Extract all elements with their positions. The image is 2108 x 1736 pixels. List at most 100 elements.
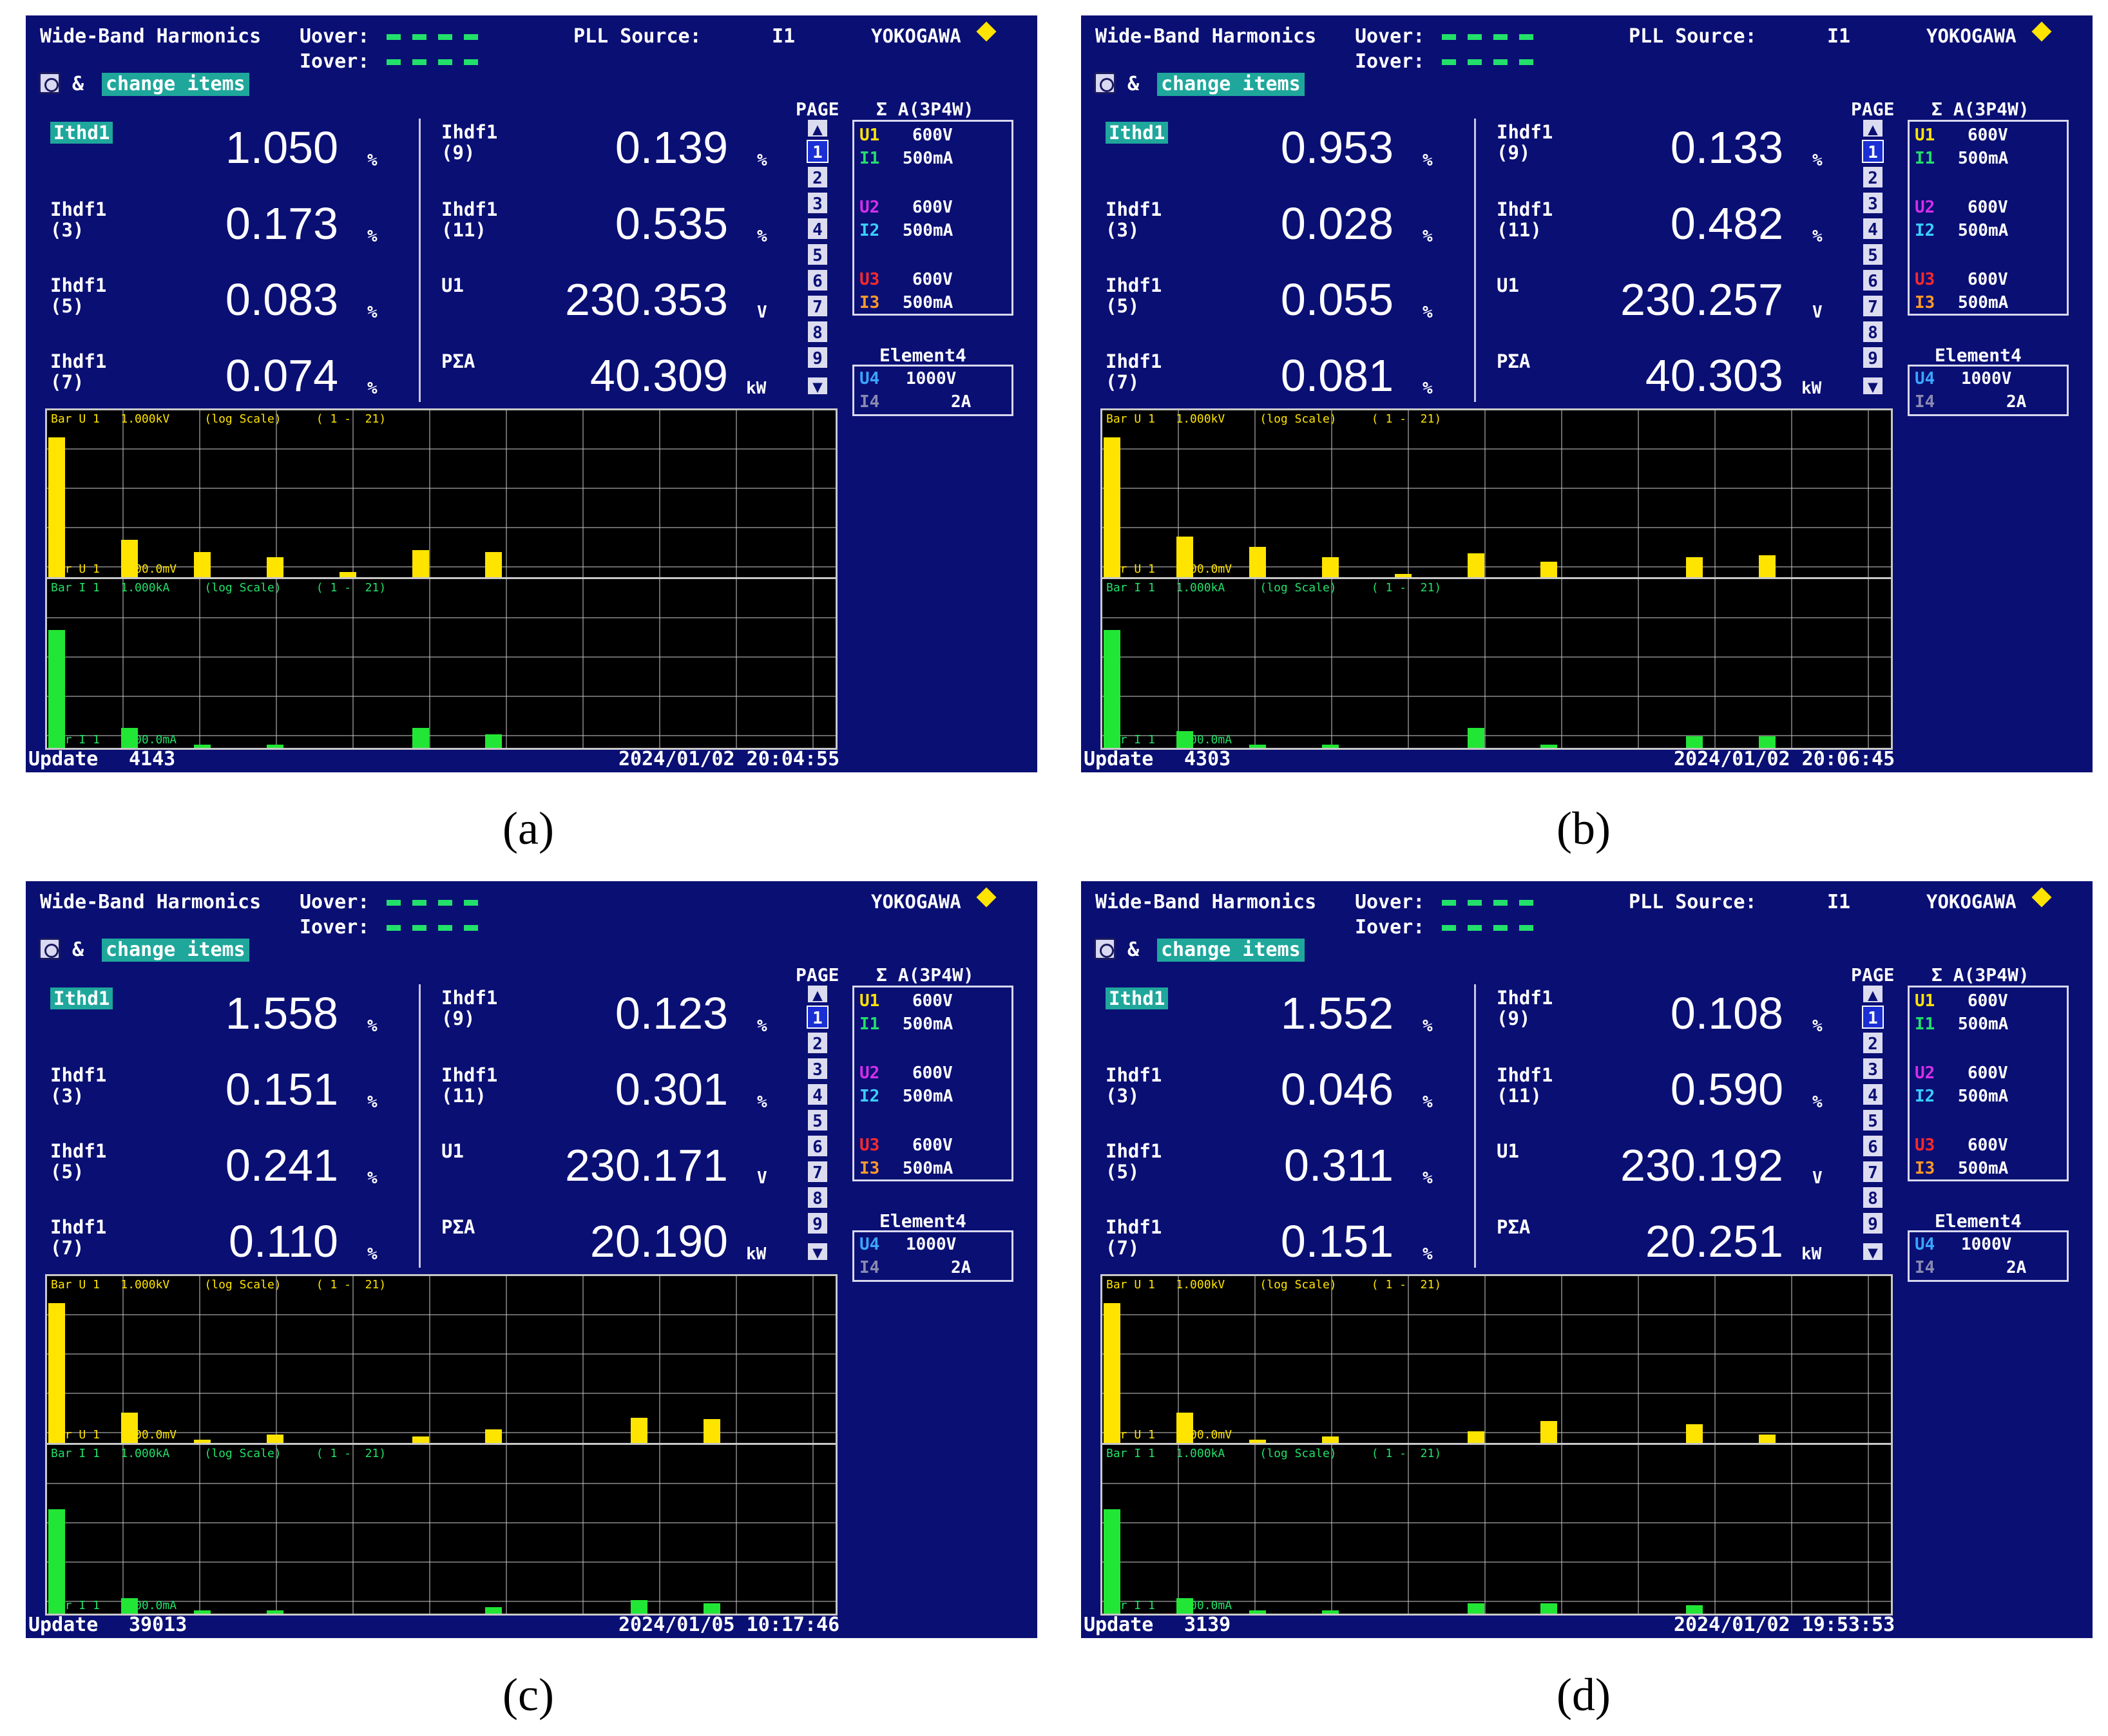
psa-unit: kW <box>746 379 767 398</box>
ihdf3-label: Ihdf1 (3) <box>1106 198 1162 242</box>
page-up-icon[interactable]: ▲ <box>807 119 829 139</box>
pll-source-value: I1 <box>1827 891 1851 913</box>
voltage-harmonic-bar-19 <box>704 1419 720 1443</box>
page-up-icon[interactable]: ▲ <box>1862 984 1884 1005</box>
settings-icon[interactable] <box>39 938 61 960</box>
element4-u-name: U4 <box>859 1235 880 1254</box>
page-button-8[interactable]: 8 <box>1862 320 1884 343</box>
current-harmonic-bar-13 <box>1540 744 1557 748</box>
current-harmonic-bar-11 <box>1468 1603 1484 1614</box>
page-button-3[interactable]: 3 <box>807 1057 829 1080</box>
page-button-2[interactable]: 2 <box>807 166 829 189</box>
page-button-1[interactable]: 1 <box>807 140 829 163</box>
page-button-9[interactable]: 9 <box>807 346 829 369</box>
page-up-icon[interactable]: ▲ <box>807 984 829 1005</box>
page-button-9[interactable]: 9 <box>1862 1212 1884 1235</box>
pll-source-label: PLL Source: <box>1629 891 1757 913</box>
voltage-harmonic-bar-5 <box>1249 546 1266 577</box>
current-harmonic-bar-3 <box>1176 730 1193 748</box>
page-button-1[interactable]: 1 <box>807 1006 829 1029</box>
page-button-2[interactable]: 2 <box>1862 166 1884 189</box>
page-button-4[interactable]: 4 <box>1862 1083 1884 1106</box>
page-button-9[interactable]: 9 <box>1862 346 1884 369</box>
page-button-7[interactable]: 7 <box>1862 1160 1884 1183</box>
change-items-button[interactable]: change items <box>1157 73 1305 96</box>
page-button-4[interactable]: 4 <box>807 217 829 240</box>
page-button-5[interactable]: 5 <box>1862 243 1884 266</box>
page-button-5[interactable]: 5 <box>1862 1109 1884 1132</box>
page-down-icon[interactable]: ▼ <box>807 376 829 397</box>
page-button-8[interactable]: 8 <box>1862 1186 1884 1209</box>
voltage-harmonic-bar-7 <box>1322 1436 1339 1443</box>
ihdf9-value: 0.133 <box>1670 122 1783 173</box>
range-u-name: U2 <box>859 1064 880 1083</box>
change-prefix: & <box>72 73 84 95</box>
page-button-2[interactable]: 2 <box>807 1031 829 1054</box>
page-button-6[interactable]: 6 <box>1862 269 1884 292</box>
page-button-5[interactable]: 5 <box>807 243 829 266</box>
range-u-name: U3 <box>1915 1136 1935 1155</box>
psa-value: 20.251 <box>1645 1216 1783 1266</box>
current-bar-pane: Bar I 1 1.000kA (log Scale) ( 1 - 21) Ba… <box>1102 1445 1891 1614</box>
pll-source-label: PLL Source: <box>1629 25 1757 48</box>
element4-i-range: 2A <box>951 392 972 412</box>
page-button-7[interactable]: 7 <box>807 1160 829 1183</box>
page-button-1[interactable]: 1 <box>1862 1006 1884 1029</box>
change-items-button[interactable]: change items <box>102 73 249 96</box>
range-u-value: 600V <box>912 198 953 217</box>
uover-label: Uover: <box>300 25 370 48</box>
page-button-7[interactable]: 7 <box>1862 294 1884 318</box>
page-button-3[interactable]: 3 <box>807 191 829 215</box>
page-down-icon[interactable]: ▼ <box>807 1242 829 1263</box>
page-down-icon[interactable]: ▼ <box>1862 376 1884 397</box>
voltage-harmonic-bar-13 <box>485 551 502 577</box>
page-up-icon[interactable]: ▲ <box>1862 119 1884 139</box>
voltage-harmonic-bar-17 <box>631 1417 647 1443</box>
change-items-button[interactable]: change items <box>1157 939 1305 962</box>
page-button-8[interactable]: 8 <box>807 320 829 343</box>
range-u-value: 600V <box>912 991 953 1011</box>
page-button-6[interactable]: 6 <box>807 1134 829 1158</box>
voltage-harmonic-bar-3 <box>121 1412 138 1443</box>
range-i-value: 500mA <box>903 149 953 168</box>
page-button-7[interactable]: 7 <box>807 294 829 318</box>
sigma-wiring-label: Σ A(3P4W) <box>1931 99 2029 120</box>
harmonic-bar-graph: Bar U 1 1.000kV (log Scale) ( 1 - 21) Ba… <box>1100 1274 1893 1616</box>
ihdf11-value: 0.482 <box>1670 198 1783 249</box>
instrument-screen: Wide-Band Harmonics Uover: Iover: PLL So… <box>1081 15 2093 772</box>
settings-icon[interactable] <box>1094 938 1116 960</box>
range-i-value: 500mA <box>903 1015 953 1034</box>
page-button-6[interactable]: 6 <box>807 269 829 292</box>
range-i-value: 500mA <box>903 1087 953 1106</box>
range-u-value: 600V <box>912 1064 953 1083</box>
psa-value: 40.309 <box>589 350 728 401</box>
range-i-name: I3 <box>859 1159 880 1178</box>
ihdf5-label: Ihdf1 (5) <box>1106 1140 1162 1183</box>
settings-icon[interactable] <box>39 72 61 94</box>
page-button-3[interactable]: 3 <box>1862 1057 1884 1080</box>
uover-indicator <box>1442 34 1533 40</box>
ihdf11-unit: % <box>757 1092 767 1112</box>
psa-unit: kW <box>1801 379 1822 398</box>
ihdf11-label: Ihdf1 (11) <box>1497 1064 1553 1107</box>
page-button-8[interactable]: 8 <box>807 1186 829 1209</box>
page-button-9[interactable]: 9 <box>807 1212 829 1235</box>
page-button-1[interactable]: 1 <box>1862 140 1884 163</box>
settings-icon[interactable] <box>1094 72 1116 94</box>
page-button-6[interactable]: 6 <box>1862 1134 1884 1158</box>
page-button-4[interactable]: 4 <box>807 1083 829 1106</box>
change-items-button[interactable]: change items <box>102 939 249 962</box>
page-button-5[interactable]: 5 <box>807 1109 829 1132</box>
page-button-3[interactable]: 3 <box>1862 191 1884 215</box>
page-button-4[interactable]: 4 <box>1862 217 1884 240</box>
page-down-icon[interactable]: ▼ <box>1862 1242 1884 1263</box>
page-button-2[interactable]: 2 <box>1862 1031 1884 1054</box>
range-i-name: I3 <box>859 293 880 312</box>
ihdf3-label: Ihdf1 (3) <box>50 1064 107 1107</box>
update-count: 3139 <box>1184 1614 1231 1636</box>
pll-source-label: PLL Source: <box>573 25 702 48</box>
